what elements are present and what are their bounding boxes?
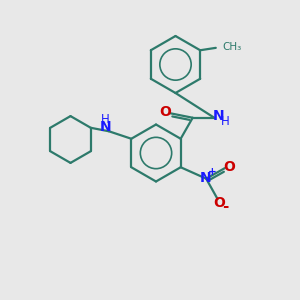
Text: O: O <box>223 160 235 174</box>
Text: CH₃: CH₃ <box>222 42 242 52</box>
Text: -: - <box>223 199 229 214</box>
Text: N: N <box>99 120 111 134</box>
Text: +: + <box>208 167 217 177</box>
Text: O: O <box>213 196 225 210</box>
Text: N: N <box>200 171 212 185</box>
Text: H: H <box>101 113 110 126</box>
Text: O: O <box>160 105 172 119</box>
Text: H: H <box>221 115 230 128</box>
Text: N: N <box>212 109 224 123</box>
